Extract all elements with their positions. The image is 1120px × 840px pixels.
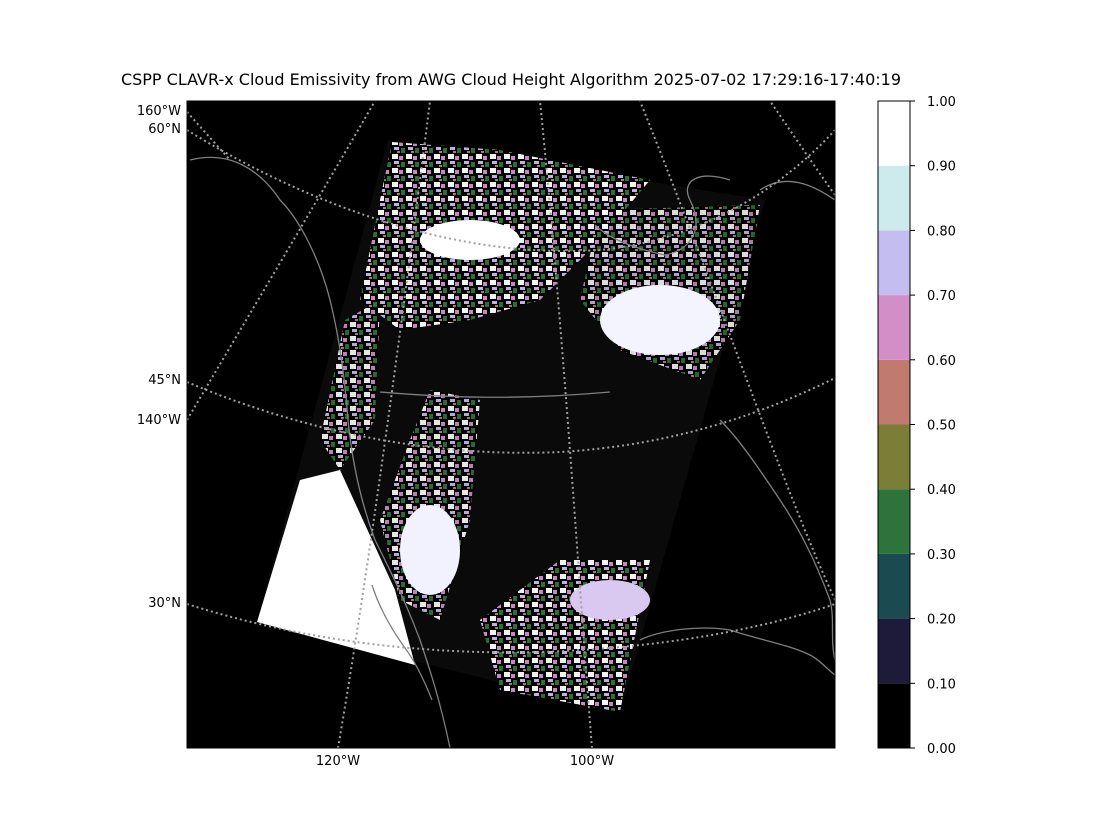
colorbar: 0.00 0.10 0.20 0.30 0.40 0.50 0.60 0.70 0.80 0.90… — [877, 95, 956, 757]
meridian-100w — [539, 101, 593, 748]
colorbar-tick-label: 0.80 — [927, 224, 956, 239]
colorbar-tick-label: 0.20 — [927, 613, 956, 628]
colorbar-bin-1 — [878, 618, 910, 684]
graticule — [187, 101, 835, 748]
meridian-80w — [639, 101, 835, 601]
colorbar-bin-4 — [878, 424, 910, 490]
colorbar-bin-3 — [878, 489, 910, 554]
lon-label-160w: 160°W — [137, 104, 181, 119]
cloud-patch-central-white — [400, 505, 460, 595]
lat-label-60n: 60°N — [148, 122, 181, 137]
lon-label-140w: 140°W — [137, 413, 181, 428]
lon-label-100w: 100°W — [570, 754, 614, 769]
meridian-60w — [769, 101, 835, 196]
colorbar-tick-label: 0.50 — [927, 419, 956, 434]
colorbar-bin-9 — [878, 101, 910, 166]
colorbar-bin-5 — [878, 359, 910, 425]
colorbar-bin-8 — [878, 165, 910, 231]
cloud-patch-southeast — [570, 580, 650, 620]
colorbar-bin-6 — [878, 295, 910, 360]
cloud-field — [257, 142, 760, 712]
cloud-patch-east-white — [600, 285, 720, 355]
coastline-gulf — [639, 627, 835, 676]
colorbar-bin-7 — [878, 230, 910, 296]
cloud-region-west-coast — [320, 300, 380, 470]
colorbar-tick-label: 1.00 — [927, 95, 956, 110]
colorbar-tick-label: 0.30 — [927, 548, 956, 563]
parallel-60n — [187, 129, 835, 253]
cloud-patch-north-white — [420, 220, 520, 260]
coastlines — [189, 156, 835, 748]
colorbar-tick-label: 0.40 — [927, 483, 956, 498]
coastline-east — [719, 180, 835, 661]
map-frame — [186, 100, 836, 749]
colorbar-tick-label: 0.60 — [927, 354, 956, 369]
figure-title: CSPP CLAVR-x Cloud Emissivity from AWG C… — [121, 70, 901, 89]
colorbar-tick-label: 0.10 — [927, 677, 956, 692]
map-panel: 160°W 60°N 45°N 140°W 30°N 120°W 100°W — [137, 100, 836, 769]
colorbar-tick-label: 0.00 — [927, 742, 956, 757]
lon-label-120w: 120°W — [316, 754, 360, 769]
colorbar-tick-label: 0.70 — [927, 289, 956, 304]
colorbar-bin-2 — [878, 553, 910, 619]
colorbar-bin-0 — [878, 683, 910, 748]
colorbar-tick-label: 0.90 — [927, 160, 956, 175]
lat-label-45n: 45°N — [148, 373, 181, 388]
lat-label-30n: 30°N — [148, 596, 181, 611]
border-us-canada — [379, 391, 611, 398]
coastline-baja — [371, 584, 433, 701]
meridian-160w — [187, 111, 231, 161]
ocean-bright-region — [257, 470, 415, 665]
coastline-west — [189, 156, 451, 748]
